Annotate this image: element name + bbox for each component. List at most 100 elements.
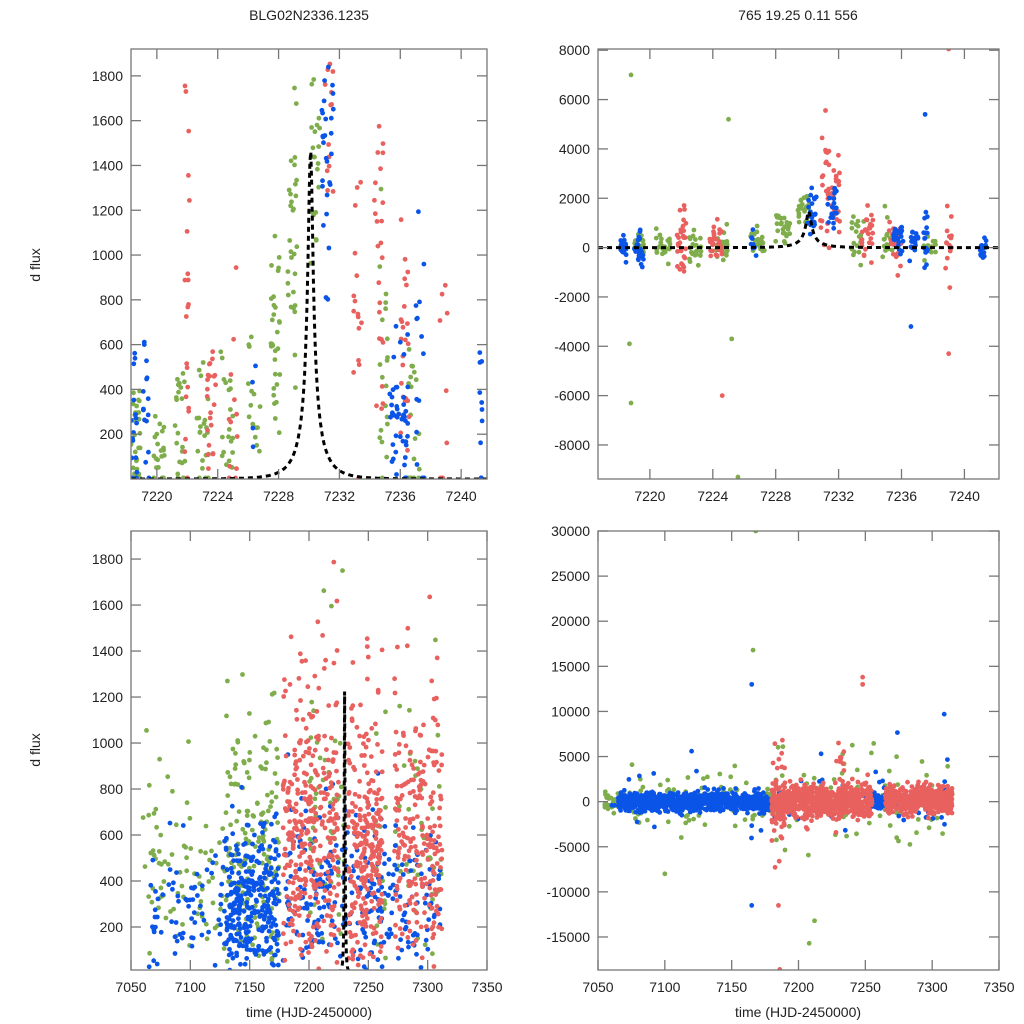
data-point-red bbox=[287, 836, 293, 841]
data-point-green bbox=[179, 883, 185, 889]
data-point-blue bbox=[244, 890, 250, 896]
data-point-red bbox=[427, 844, 433, 850]
data-point-red bbox=[949, 233, 954, 239]
data-point-blue bbox=[276, 852, 281, 858]
data-point-red bbox=[351, 830, 357, 836]
data-point-green bbox=[411, 369, 417, 375]
data-point-green bbox=[430, 897, 435, 902]
data-point-green bbox=[220, 434, 225, 440]
data-point-blue bbox=[733, 786, 739, 791]
data-point-red bbox=[210, 356, 215, 362]
data-point-red bbox=[417, 732, 423, 738]
data-point-red bbox=[834, 217, 840, 222]
data-point-blue bbox=[702, 785, 708, 790]
title-left: BLG02N2336.1235 bbox=[249, 7, 369, 23]
data-point-blue bbox=[228, 891, 234, 896]
data-point-blue bbox=[268, 855, 274, 861]
data-point-blue bbox=[300, 932, 306, 938]
data-point-green bbox=[895, 782, 901, 787]
y-tick-label: 600 bbox=[100, 827, 124, 843]
data-point-red bbox=[379, 899, 385, 905]
data-point-red bbox=[327, 890, 333, 896]
data-point-blue bbox=[265, 903, 271, 909]
data-point-red bbox=[308, 869, 314, 875]
data-point-red bbox=[861, 252, 867, 258]
data-point-green bbox=[184, 868, 190, 874]
data-point-red bbox=[677, 207, 683, 213]
data-point-blue bbox=[711, 793, 717, 798]
data-point-green bbox=[379, 475, 385, 479]
data-point-green bbox=[178, 385, 184, 390]
data-point-blue bbox=[399, 862, 405, 868]
data-point-red bbox=[369, 891, 375, 897]
y-tick-label: 1000 bbox=[92, 735, 123, 751]
data-point-green bbox=[313, 237, 319, 243]
data-point-red bbox=[293, 761, 298, 767]
data-point-green bbox=[264, 856, 270, 862]
data-point-blue bbox=[901, 817, 907, 823]
data-point-red bbox=[281, 694, 287, 699]
data-point-blue bbox=[151, 958, 157, 964]
data-point-blue bbox=[672, 803, 677, 809]
data-point-red bbox=[444, 310, 450, 316]
data-point-blue bbox=[237, 858, 243, 864]
panel-top-right: 7220 7224 7228 7232 7236 7240-8000-6000-4000-… bbox=[554, 42, 1000, 504]
data-point-blue bbox=[363, 934, 369, 940]
data-point-blue bbox=[393, 823, 399, 828]
data-point-blue bbox=[232, 900, 238, 906]
data-point-red bbox=[292, 826, 297, 831]
data-point-red bbox=[354, 724, 360, 730]
data-point-red bbox=[358, 903, 364, 909]
data-point-red bbox=[374, 868, 380, 873]
data-point-red bbox=[302, 882, 308, 888]
data-point-green bbox=[383, 805, 388, 810]
data-point-green bbox=[273, 794, 279, 800]
outlier-point-green bbox=[628, 400, 634, 406]
data-point-red bbox=[361, 849, 367, 855]
data-point-blue bbox=[264, 938, 269, 944]
data-point-red bbox=[326, 757, 331, 763]
data-point-green bbox=[665, 261, 671, 267]
data-point-blue bbox=[304, 901, 309, 906]
data-point-blue bbox=[618, 238, 624, 243]
data-point-red bbox=[394, 886, 400, 892]
data-point-blue bbox=[326, 64, 331, 70]
data-point-blue bbox=[432, 912, 437, 918]
data-point-green bbox=[653, 235, 659, 241]
data-point-blue bbox=[677, 794, 683, 800]
data-point-green bbox=[271, 302, 277, 308]
data-point-green bbox=[309, 699, 315, 705]
data-point-red bbox=[378, 838, 384, 843]
data-point-red bbox=[205, 452, 211, 458]
data-point-blue bbox=[704, 793, 710, 798]
data-point-blue bbox=[750, 227, 756, 233]
data-point-red bbox=[898, 263, 903, 269]
data-point-blue bbox=[229, 803, 235, 809]
data-point-red bbox=[356, 362, 362, 368]
data-point-red bbox=[206, 442, 212, 448]
data-point-blue bbox=[223, 941, 229, 947]
data-point-green bbox=[340, 568, 345, 573]
data-point-green bbox=[926, 825, 932, 831]
data-point-red bbox=[350, 660, 356, 665]
data-point-blue bbox=[192, 920, 198, 925]
data-point-green bbox=[240, 826, 246, 832]
data-point-red bbox=[313, 892, 319, 898]
data-point-green bbox=[384, 454, 390, 460]
data-point-red bbox=[867, 802, 872, 807]
data-point-red bbox=[419, 955, 425, 961]
data-point-red bbox=[293, 766, 299, 772]
data-point-red bbox=[859, 786, 864, 792]
data-point-blue bbox=[131, 361, 137, 367]
data-point-blue bbox=[386, 892, 391, 898]
data-point-red bbox=[364, 770, 370, 776]
data-point-blue bbox=[243, 943, 249, 949]
data-point-red bbox=[309, 877, 314, 883]
data-point-red bbox=[285, 799, 290, 804]
data-point-green bbox=[881, 236, 887, 242]
data-point-blue bbox=[227, 946, 232, 952]
data-point-green bbox=[146, 894, 152, 899]
data-point-blue bbox=[323, 295, 329, 300]
data-point-red bbox=[288, 634, 294, 640]
data-point-blue bbox=[812, 196, 817, 202]
